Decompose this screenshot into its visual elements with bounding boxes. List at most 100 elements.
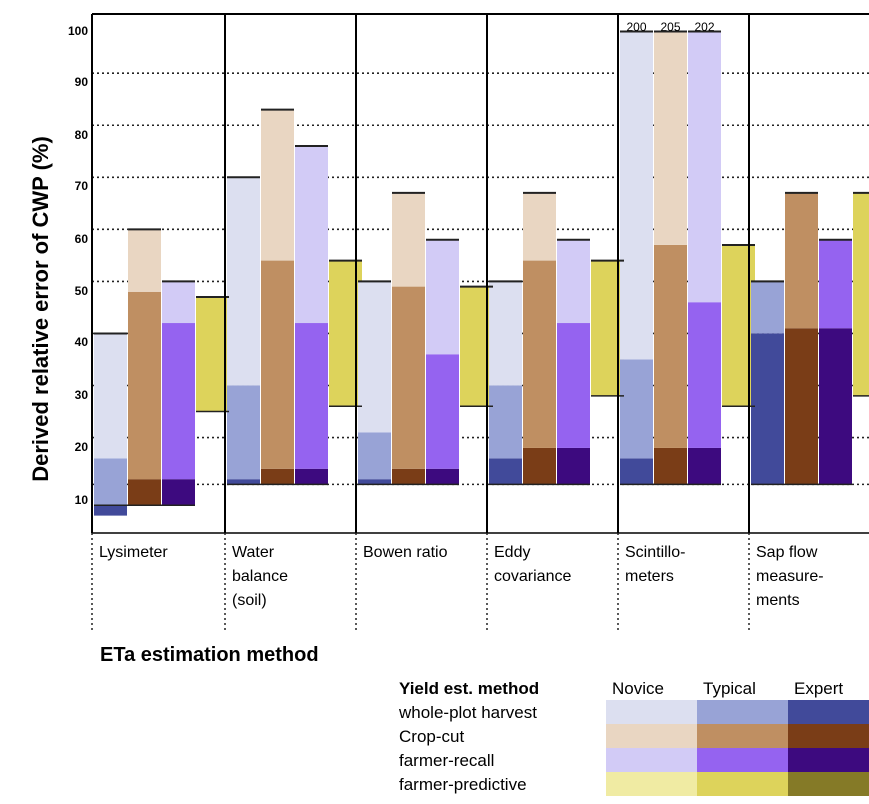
bar-whole-plot-harvest-novice-scintillometers <box>620 31 653 360</box>
bar-farmer-recall-typical-bowen-ratio <box>426 354 459 469</box>
bar-whole-plot-harvest-typical-bowen-ratio <box>358 432 391 480</box>
y-tick-label: 90 <box>75 75 89 89</box>
bar-crop-cut-typical-eddy-covariance <box>523 260 556 448</box>
bar-whole-plot-harvest-expert-eddy-covariance <box>489 458 522 485</box>
bar-farmer-recall-expert-bowen-ratio <box>426 468 459 485</box>
bar-farmer-recall-expert-scintillometers <box>688 447 721 485</box>
legend-swatch-whole-plot-harvest-expert <box>788 700 869 724</box>
bar-farmer-recall-expert-eddy-covariance <box>557 447 590 485</box>
legend-swatch-farmer-predictive-typical <box>697 772 790 796</box>
bar-crop-cut-expert-scintillometers <box>654 447 687 485</box>
category-label: balance <box>232 568 288 585</box>
legend-method-farmer-recall: farmer-recall <box>399 751 494 770</box>
bar-farmer-recall-expert-water-balance-soil <box>295 468 328 485</box>
legend-method-farmer-predictive: farmer-predictive <box>399 775 527 794</box>
bar-crop-cut-novice-bowen-ratio <box>392 192 425 287</box>
overflow-labels: 200 205 202 <box>626 20 714 34</box>
bar-whole-plot-harvest-novice-lysimeter <box>94 333 127 459</box>
bar-whole-plot-harvest-typical-sap-flow-measurements <box>751 281 784 334</box>
bar-farmer-predictive-scintillometers <box>722 244 755 407</box>
y-tick-label: 80 <box>75 128 89 142</box>
category-label: measure- <box>756 568 824 585</box>
legend-swatch-crop-cut-novice <box>606 724 699 748</box>
bar-farmer-recall-typical-scintillometers <box>688 302 721 448</box>
bar-farmer-recall-novice-eddy-covariance <box>557 239 590 324</box>
legend-level-expert: Expert <box>794 679 843 698</box>
bar-farmer-recall-novice-scintillometers <box>688 31 721 303</box>
legend-method-crop-cut: Crop-cut <box>399 727 464 746</box>
category-label: Sap flow <box>756 544 818 561</box>
bar-crop-cut-expert-eddy-covariance <box>523 447 556 485</box>
bar-whole-plot-harvest-expert-water-balance-soil <box>227 479 260 485</box>
category-label: covariance <box>494 568 571 585</box>
category-label: ments <box>756 592 800 609</box>
overflow-label: 200 <box>626 20 646 34</box>
legend-swatch-farmer-recall-expert <box>788 748 869 772</box>
y-tick-label: 20 <box>75 440 89 454</box>
bar-whole-plot-harvest-expert-lysimeter <box>94 505 127 516</box>
bar-crop-cut-novice-scintillometers <box>654 31 687 245</box>
legend-swatch-farmer-predictive-novice <box>606 772 699 796</box>
bar-crop-cut-typical-water-balance-soil <box>261 260 294 469</box>
category-label: Scintillo- <box>625 544 685 561</box>
bar-farmer-predictive-bowen-ratio <box>460 286 493 407</box>
category-label: Bowen ratio <box>363 544 448 561</box>
legend-level-novice: Novice <box>612 679 664 698</box>
category-label: Water <box>232 544 275 561</box>
bar-farmer-predictive-sap-flow-measurements <box>853 192 869 396</box>
legend-swatch-farmer-recall-typical <box>697 748 790 772</box>
y-tick-label: 60 <box>75 232 89 246</box>
bar-crop-cut-typical-lysimeter <box>128 291 161 480</box>
y-tick-label: 10 <box>75 493 89 507</box>
bar-crop-cut-novice-water-balance-soil <box>261 109 294 261</box>
bar-whole-plot-harvest-typical-eddy-covariance <box>489 385 522 459</box>
overflow-label: 205 <box>660 20 680 34</box>
legend-swatch-whole-plot-harvest-novice <box>606 700 699 724</box>
bar-farmer-predictive-water-balance-soil <box>329 260 362 407</box>
bar-crop-cut-expert-sap-flow-measurements <box>785 328 818 485</box>
bars <box>94 31 869 516</box>
legend-method-whole-plot-harvest: whole-plot harvest <box>398 703 537 722</box>
y-tick-label: 70 <box>75 179 89 193</box>
y-tick-labels: 10 20 30 40 50 60 70 80 90 100 <box>68 24 88 507</box>
legend-swatch-crop-cut-typical <box>697 724 790 748</box>
bar-crop-cut-expert-bowen-ratio <box>392 468 425 485</box>
bar-whole-plot-harvest-novice-water-balance-soil <box>227 177 260 386</box>
y-tick-label: 50 <box>75 284 89 298</box>
bar-crop-cut-novice-lysimeter <box>128 229 161 292</box>
category-label: (soil) <box>232 592 267 609</box>
legend-swatch-farmer-recall-novice <box>606 748 699 772</box>
bar-farmer-predictive-lysimeter <box>196 297 229 412</box>
legend-swatch-farmer-predictive-expert <box>788 772 869 796</box>
bar-whole-plot-harvest-novice-bowen-ratio <box>358 281 391 433</box>
bar-whole-plot-harvest-typical-lysimeter <box>94 458 127 506</box>
bar-crop-cut-typical-scintillometers <box>654 244 687 448</box>
bar-whole-plot-harvest-expert-sap-flow-measurements <box>751 333 784 485</box>
category-label: Eddy <box>494 544 530 561</box>
bar-whole-plot-harvest-novice-eddy-covariance <box>489 281 522 386</box>
plot-frame <box>91 13 869 630</box>
bar-farmer-recall-novice-lysimeter <box>162 281 195 324</box>
bar-crop-cut-expert-lysimeter <box>128 479 161 506</box>
bar-farmer-predictive-eddy-covariance <box>591 260 624 396</box>
legend-swatch-whole-plot-harvest-typical <box>697 700 790 724</box>
y-tick-label: 30 <box>75 388 89 402</box>
bar-whole-plot-harvest-expert-scintillometers <box>620 458 653 485</box>
bar-whole-plot-harvest-expert-bowen-ratio <box>358 479 391 485</box>
y-tick-label: 40 <box>75 335 89 349</box>
bar-whole-plot-harvest-typical-scintillometers <box>620 359 653 459</box>
bar-whole-plot-harvest-typical-water-balance-soil <box>227 385 260 480</box>
bar-farmer-recall-expert-sap-flow-measurements <box>819 328 852 485</box>
bar-crop-cut-typical-bowen-ratio <box>392 286 425 469</box>
legend: Yield est. method Novice Typical Expert whol… <box>398 679 869 796</box>
x-axis-label: ETa estimation method <box>100 644 319 666</box>
x-category-labels: Lysimeter Water balance (soil) Bowen ratio Ed… <box>99 544 824 609</box>
bar-farmer-recall-typical-eddy-covariance <box>557 323 590 448</box>
y-tick-label: 100 <box>68 24 88 38</box>
bar-farmer-recall-novice-water-balance-soil <box>295 146 328 324</box>
category-label: meters <box>625 568 674 585</box>
bar-farmer-recall-typical-lysimeter <box>162 323 195 480</box>
legend-swatch-crop-cut-expert <box>788 724 869 748</box>
